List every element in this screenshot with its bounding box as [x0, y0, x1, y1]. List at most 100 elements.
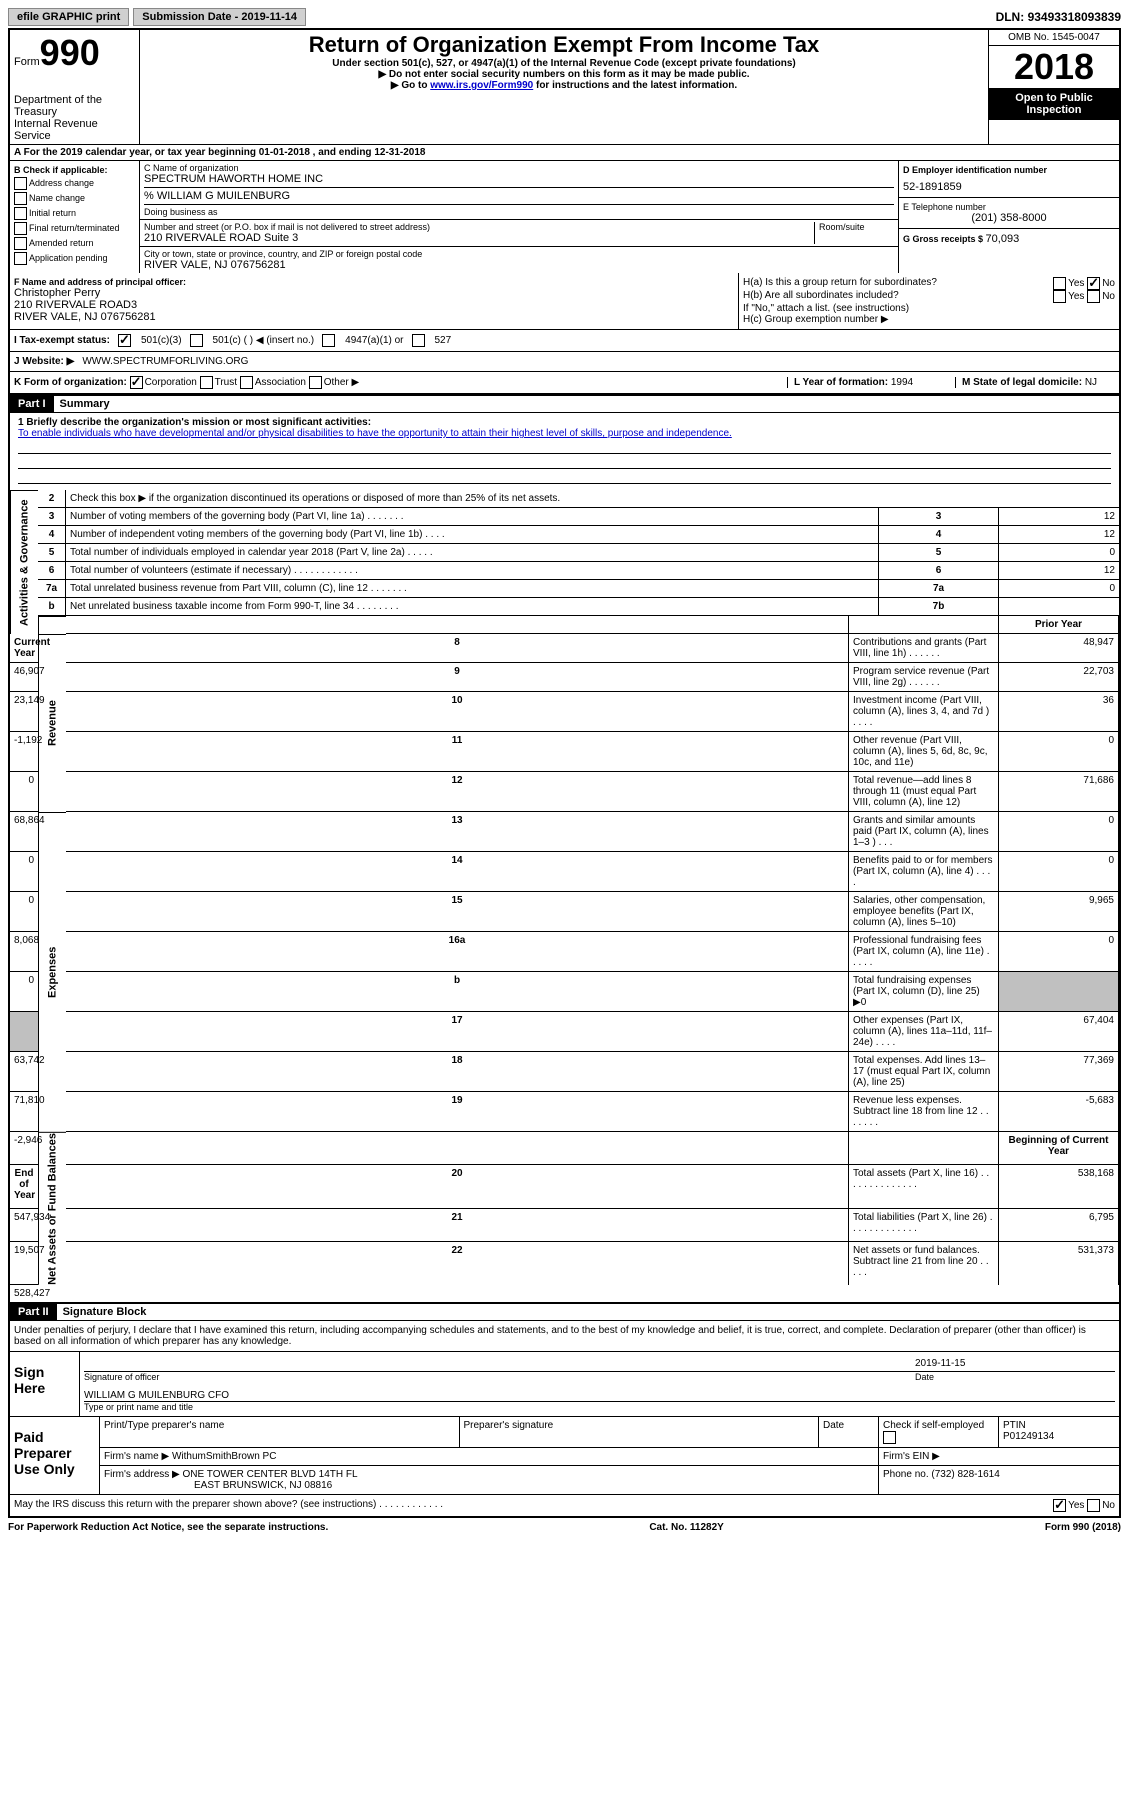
firm-ein-label: Firm's EIN ▶ — [879, 1448, 1119, 1466]
open-public-badge: Open to Public Inspection — [989, 88, 1119, 120]
website-value: WWW.SPECTRUMFORLIVING.ORG — [82, 356, 248, 367]
tax-year: 2018 — [989, 46, 1119, 88]
self-emp-label: Check if self-employed — [879, 1417, 999, 1448]
top-bar: efile GRAPHIC print Submission Date - 20… — [8, 8, 1121, 26]
chk-address-change[interactable] — [14, 177, 27, 190]
section-k-l-m: K Form of organization: Corporation Trus… — [10, 372, 1119, 394]
chk-501c3[interactable] — [118, 334, 131, 347]
part1-title: Summary — [54, 396, 116, 412]
subtitle-3: ▶ Go to www.irs.gov/Form990 for instruct… — [144, 80, 984, 91]
gross-label: G Gross receipts $ — [903, 234, 986, 244]
footer-left: For Paperwork Reduction Act Notice, see … — [8, 1522, 328, 1533]
right-info: D Employer identification number 52-1891… — [899, 161, 1119, 273]
ha-no[interactable] — [1087, 277, 1100, 290]
subtitle-2: ▶ Do not enter social security numbers o… — [144, 69, 984, 80]
chk-initial-return[interactable] — [14, 207, 27, 220]
submission-date-button[interactable]: Submission Date - 2019-11-14 — [133, 8, 306, 26]
hb-no[interactable] — [1087, 290, 1100, 303]
section-b: B Check if applicable: Address change Na… — [10, 161, 140, 273]
info-section: B Check if applicable: Address change Na… — [10, 161, 1119, 273]
officer-name: Christopher Perry — [14, 287, 734, 299]
hb-note: If "No," attach a list. (see instruction… — [743, 303, 1115, 314]
chk-app-pending[interactable] — [14, 252, 27, 265]
chk-name-change[interactable] — [14, 192, 27, 205]
addr-label: Number and street (or P.O. box if mail i… — [144, 222, 814, 232]
discuss-row: May the IRS discuss this return with the… — [10, 1494, 1119, 1516]
room-label: Room/suite — [819, 222, 894, 232]
firm-name: WithumSmithBrown PC — [172, 1451, 276, 1462]
firm-phone: (732) 828-1614 — [931, 1469, 999, 1480]
section-c: C Name of organization SPECTRUM HAWORTH … — [140, 161, 899, 273]
ha-label: H(a) Is this a group return for subordin… — [743, 277, 937, 290]
form990-link[interactable]: www.irs.gov/Form990 — [430, 80, 533, 91]
mission-label: 1 Briefly describe the organization's mi… — [18, 417, 1111, 428]
printed-name: WILLIAM G MUILENBURG CFO — [84, 1390, 1115, 1402]
declaration-text: Under penalties of perjury, I declare th… — [10, 1321, 1119, 1351]
summary-table: Activities & Governance2Check this box ▶… — [10, 490, 1119, 1302]
footer-right: Form 990 (2018) — [1045, 1522, 1121, 1533]
care-of: % WILLIAM G MUILENBURG — [144, 187, 894, 202]
vlabel-governance: Activities & Governance — [10, 490, 38, 634]
part1-badge: Part I — [10, 396, 54, 412]
hb-yes[interactable] — [1053, 290, 1066, 303]
part2-title: Signature Block — [57, 1304, 153, 1320]
officer-addr1: 210 RIVERVALE ROAD3 — [14, 299, 734, 311]
state-domicile: NJ — [1085, 377, 1097, 388]
org-name-label: C Name of organization — [144, 163, 894, 173]
section-b-heading: B Check if applicable: — [14, 165, 135, 175]
form-header: Form990 Department of the Treasury Inter… — [10, 30, 1119, 145]
ha-yes[interactable] — [1053, 277, 1066, 290]
discuss-yes[interactable] — [1053, 1499, 1066, 1512]
phone-label: E Telephone number — [903, 202, 1115, 212]
efile-button[interactable]: efile GRAPHIC print — [8, 8, 129, 26]
ptin-value: P01249134 — [1003, 1431, 1115, 1442]
chk-self-emp[interactable] — [883, 1431, 896, 1444]
vlabel-netassets: Net Assets or Fund Balances — [38, 1132, 66, 1285]
title-cell: Return of Organization Exempt From Incom… — [140, 30, 989, 144]
chk-4947[interactable] — [322, 334, 335, 347]
firm-addr1: ONE TOWER CENTER BLVD 14TH FL — [183, 1469, 358, 1480]
officer-label: F Name and address of principal officer: — [14, 277, 734, 287]
vlabel-expenses: Expenses — [38, 812, 66, 1132]
chk-other[interactable] — [309, 376, 322, 389]
date-label: Date — [915, 1372, 1115, 1382]
signature-block: Under penalties of perjury, I declare th… — [10, 1321, 1119, 1516]
mission-text: To enable individuals who have developme… — [18, 428, 1111, 439]
prep-name-label: Print/Type preparer's name — [100, 1417, 460, 1448]
chk-corp[interactable] — [130, 376, 143, 389]
firm-addr2: EAST BRUNSWICK, NJ 08816 — [194, 1480, 332, 1491]
chk-501c[interactable] — [190, 334, 203, 347]
sig-officer-label: Signature of officer — [84, 1372, 915, 1382]
subtitle-1: Under section 501(c), 527, or 4947(a)(1)… — [144, 58, 984, 69]
year-cell: OMB No. 1545-0047 2018 Open to Public In… — [989, 30, 1119, 144]
section-h: H(a) Is this a group return for subordin… — [739, 273, 1119, 329]
page-footer: For Paperwork Reduction Act Notice, see … — [8, 1518, 1121, 1537]
chk-trust[interactable] — [200, 376, 213, 389]
footer-mid: Cat. No. 11282Y — [649, 1522, 723, 1533]
city-state-zip: RIVER VALE, NJ 076756281 — [144, 259, 894, 271]
chk-amended[interactable] — [14, 237, 27, 250]
phone-value: (201) 358-8000 — [903, 212, 1115, 224]
part1-header: Part I Summary — [10, 394, 1119, 413]
chk-final-return[interactable] — [14, 222, 27, 235]
city-label: City or town, state or province, country… — [144, 249, 894, 259]
vlabel-revenue: Revenue — [38, 634, 66, 812]
chk-assoc[interactable] — [240, 376, 253, 389]
hb-label: H(b) Are all subordinates included? — [743, 290, 899, 303]
sig-date: 2019-11-15 — [915, 1358, 1115, 1369]
street-address: 210 RIVERVALE ROAD Suite 3 — [144, 232, 814, 244]
omb-number: OMB No. 1545-0047 — [989, 30, 1119, 46]
discuss-no[interactable] — [1087, 1499, 1100, 1512]
subdate-label: Submission Date - — [142, 11, 241, 23]
ein-value: 52-1891859 — [903, 181, 1115, 193]
dept-treasury: Department of the Treasury — [14, 94, 135, 118]
section-j: J Website: ▶ WWW.SPECTRUMFORLIVING.ORG — [10, 352, 1119, 372]
section-i: I Tax-exempt status: 501(c)(3) 501(c) ( … — [10, 330, 1119, 352]
section-f-h: F Name and address of principal officer:… — [10, 273, 1119, 330]
ein-label: D Employer identification number — [903, 165, 1115, 175]
part2-header: Part II Signature Block — [10, 1302, 1119, 1321]
form-title: Return of Organization Exempt From Incom… — [144, 32, 984, 58]
form-container: Form990 Department of the Treasury Inter… — [8, 28, 1121, 1518]
sign-here-label: Sign Here — [10, 1352, 80, 1416]
chk-527[interactable] — [412, 334, 425, 347]
